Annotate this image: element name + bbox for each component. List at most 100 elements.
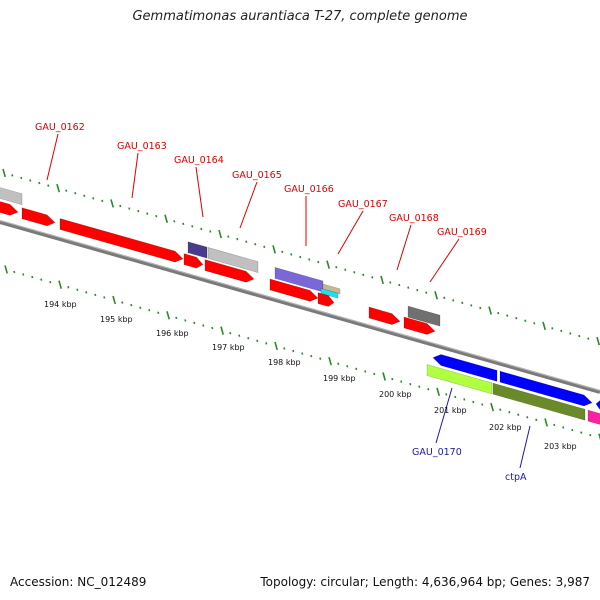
tick-mark [220,326,225,335]
tick-mark [155,214,158,218]
accession-text: Accession: NC_012489 [10,575,147,589]
tick-mark [463,398,466,401]
tick-mark [506,314,509,317]
tick-mark [310,354,313,358]
tick-mark [380,275,385,285]
gene-arrow [368,306,401,325]
gene-arrow [204,259,255,283]
tick-mark [67,286,70,289]
tick-mark [146,212,149,215]
tick-mark [137,209,140,213]
gene-arrow [0,201,19,216]
tick-mark [562,426,565,429]
tick-mark [193,321,196,325]
tick-mark [407,286,410,289]
tick-mark [373,372,376,376]
kbp-label: 201 kbp [434,406,467,415]
tick-mark [175,316,178,320]
leader-line [435,387,453,444]
gene-arrow [595,400,600,411]
tick-mark [173,220,176,223]
tick-mark [281,250,284,254]
kbp-label: 195 kbp [100,315,133,324]
tick-mark [56,183,61,193]
tick-mark [560,329,563,333]
tick-mark [544,418,549,427]
tick-mark [526,416,529,419]
kbp-label: 198 kbp [268,358,301,367]
tick-mark [22,273,25,276]
tick-mark [299,255,302,259]
kbp-label: 200 kbp [379,390,412,399]
tick-mark [290,253,293,256]
tick-mark [191,225,194,228]
gene-label: GAU_0163 [117,141,167,152]
tick-mark [578,334,581,338]
tick-mark [263,245,266,249]
tick-mark [157,311,160,314]
tick-mark [65,189,68,192]
gene-arrow [59,218,184,263]
gene-label: GAU_0162 [35,122,85,133]
tick-mark [274,341,279,351]
tick-mark [335,265,338,269]
tick-mark [139,306,142,309]
tick-mark [236,237,239,241]
tick-mark [551,327,554,330]
tick-mark [202,324,205,327]
gene-label: GAU_0164 [174,155,224,166]
tick-mark [227,235,230,238]
tick-mark [391,377,394,381]
tick-mark [580,431,583,434]
tick-mark [308,258,311,261]
gene-arrow [432,354,498,382]
tick-mark [317,260,320,264]
tick-mark [110,199,115,208]
gene-label: GAU_0168 [389,213,439,224]
tick-mark [103,296,106,299]
tick-mark [571,428,574,432]
tick-mark [85,291,88,294]
tick-mark [254,243,257,246]
tick-mark [166,311,171,320]
leader-line [429,238,460,283]
tick-mark [398,283,401,287]
tick-mark [301,352,304,355]
tick-mark [101,199,104,203]
tick-mark [200,227,203,231]
tick-mark [128,207,131,210]
gene-arrow [0,187,23,206]
tick-mark [265,342,268,345]
tick-mark [344,268,347,271]
tick-mark [445,393,448,396]
tick-mark [362,273,365,277]
tick-mark [416,288,419,292]
kbp-label: 202 kbp [489,423,522,432]
map-title: Gemmatimonas aurantiaca T-27, complete g… [132,9,468,24]
tick-mark [542,321,547,331]
tick-mark [569,332,572,335]
tick-mark [229,331,232,335]
gene-label: GAU_0169 [437,227,487,238]
tick-mark [112,295,117,305]
tick-mark [328,357,333,366]
tick-mark [452,299,455,302]
tick-mark [4,265,9,274]
tick-mark [94,293,97,297]
gene-arrow [187,241,208,259]
tick-mark [434,291,439,300]
tick-mark [319,357,322,360]
gene-label: GAU_0167 [338,199,388,210]
tick-mark [256,339,259,343]
tick-mark [371,276,374,279]
genome-backbone [0,220,600,394]
tick-mark [515,316,518,320]
tick-mark [497,311,500,315]
tick-mark [13,270,16,274]
tick-mark [535,418,538,422]
tick-mark [425,291,428,294]
tick-mark [49,280,52,284]
tick-mark [218,229,223,239]
tick-mark [364,370,367,373]
